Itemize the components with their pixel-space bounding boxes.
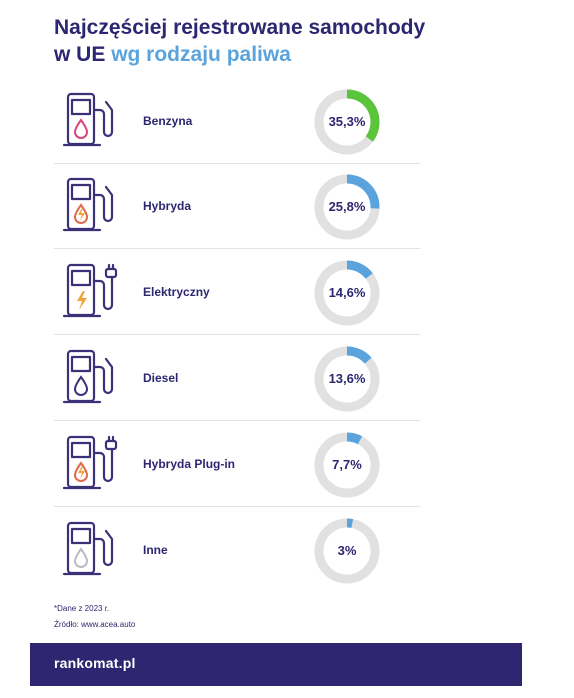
fuel-label: Inne	[143, 543, 168, 557]
fuel-row: Elektryczny 14,6%	[54, 249, 420, 335]
brand-logo: rankomat.pl	[54, 655, 136, 671]
donut-segment	[314, 346, 380, 412]
title-line-2-accent: wg rodzaju paliwa	[111, 43, 291, 66]
share-value: 3%	[337, 543, 357, 558]
title-line-1: Najczęściej rejestrowane samochody	[54, 16, 426, 39]
fuel-row: Inne 3%	[54, 507, 420, 593]
title-line-2-plain: w UE	[54, 43, 112, 66]
share-donut	[314, 518, 380, 584]
title-line-2: w UE wg rodzaju paliwa	[54, 41, 514, 68]
source-note: Źródło: www.acea.auto	[54, 620, 136, 629]
donut-segment	[314, 89, 380, 155]
fuel-label: Benzyna	[143, 114, 193, 128]
row-divider	[54, 163, 420, 164]
row-divider	[54, 420, 420, 421]
diesel-pump-icon	[62, 347, 118, 409]
share-value: 14,6%	[328, 285, 366, 300]
fuel-row: Diesel 13,6%	[54, 335, 420, 421]
chart-title: Najczęściej rejestrowane samochody w UE …	[54, 14, 514, 68]
plugin-hybrid-charger-icon	[62, 433, 118, 495]
row-divider	[54, 248, 420, 249]
share-donut	[314, 346, 380, 412]
fuel-row: Hybryda Plug-in 7,7%	[54, 421, 420, 507]
donut-segment	[314, 260, 380, 326]
fuel-row: Benzyna 35,3%	[54, 78, 420, 164]
infographic-card: Najczęściej rejestrowane samochody w UE …	[30, 0, 522, 686]
fuel-label: Hybryda Plug-in	[143, 457, 236, 471]
brand-footer-bar: rankomat.pl	[30, 643, 522, 686]
petrol-pump-icon	[62, 90, 118, 152]
donut-segment	[314, 174, 380, 240]
row-divider	[54, 506, 420, 507]
fuel-label: Diesel	[143, 371, 179, 385]
ev-charger-icon	[62, 261, 118, 323]
share-value: 35,3%	[328, 114, 366, 129]
donut-segment	[314, 432, 380, 498]
other-fuel-pump-icon	[62, 519, 118, 581]
share-donut	[314, 89, 380, 155]
share-value: 25,8%	[328, 199, 366, 214]
donut-segment	[314, 518, 380, 584]
share-donut	[314, 174, 380, 240]
hybrid-pump-icon	[62, 175, 118, 237]
logo-prefix: rank	[54, 655, 85, 671]
row-divider	[54, 334, 420, 335]
fuel-row: Hybryda 25,8%	[54, 163, 420, 249]
share-donut	[314, 432, 380, 498]
share-value: 13,6%	[328, 371, 366, 386]
logo-suffix: mat.pl	[93, 655, 136, 671]
data-year-note: *Dane z 2023 r.	[54, 604, 110, 613]
fuel-label: Hybryda	[143, 199, 192, 213]
share-value: 7,7%	[332, 457, 362, 472]
share-donut	[314, 260, 380, 326]
fuel-label: Elektryczny	[143, 285, 210, 299]
logo-mark: o	[84, 655, 94, 671]
